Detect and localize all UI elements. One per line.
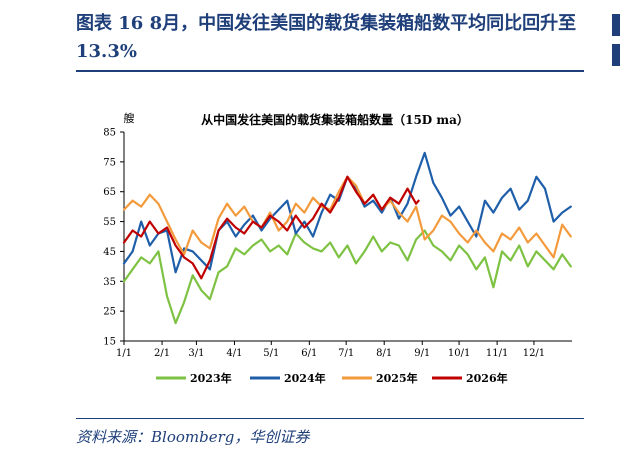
x-axis: 1/1 2/1 3/1 4/1 5/1 6/1 7/1 8/1 9/1 10/1 11/1 12/1 xyxy=(116,340,572,359)
title-rule xyxy=(76,70,584,72)
y-axis: 15 25 35 45 55 65 75 85 xyxy=(103,128,125,348)
y-tick-label: 25 xyxy=(103,307,116,318)
figure-title: 图表 16 8月，中国发往美国的载货集装箱船数平均同比回升至 13.3% xyxy=(76,13,577,62)
y-tick-label: 75 xyxy=(103,157,116,168)
x-tick-label: 6/1 xyxy=(301,348,317,359)
x-tick-label: 1/1 xyxy=(116,348,132,359)
x-tick-label: 11/1 xyxy=(486,348,508,359)
source-rule xyxy=(76,418,584,419)
adjacent-column-edge xyxy=(612,44,620,66)
legend-label: 2026年 xyxy=(466,371,508,385)
chart-title: 从中国发往美国的载货集装箱船数量（15D ma） xyxy=(201,112,469,127)
y-tick-label: 55 xyxy=(103,217,116,228)
x-tick-label: 10/1 xyxy=(448,348,470,359)
x-tick-label: 8/1 xyxy=(376,348,392,359)
adjacent-column-edge xyxy=(612,14,620,36)
y-tick-label: 45 xyxy=(103,247,116,258)
x-tick-label: 7/1 xyxy=(338,348,354,359)
series-line-2026年 xyxy=(122,175,420,280)
y-tick-label: 85 xyxy=(103,128,116,139)
y-tick-label: 35 xyxy=(103,277,116,288)
y-tick-label: 65 xyxy=(103,187,116,198)
x-tick-label: 4/1 xyxy=(226,348,242,359)
series-layer xyxy=(122,151,572,325)
x-tick-label: 3/1 xyxy=(188,348,204,359)
legend-label: 2023年 xyxy=(190,371,232,385)
legend: 2023年 2024年 2025年 2026年 xyxy=(156,371,508,385)
legend-label: 2025年 xyxy=(376,371,418,385)
x-tick-label: 5/1 xyxy=(263,348,279,359)
series-line-2023年 xyxy=(122,229,572,325)
source-note: 资料来源：Bloomberg，华创证券 xyxy=(76,428,310,446)
x-tick-label: 9/1 xyxy=(414,348,430,359)
x-tick-label: 12/1 xyxy=(523,348,545,359)
x-tick-label: 2/1 xyxy=(154,348,170,359)
y-tick-label: 15 xyxy=(103,337,116,348)
y-axis-unit: 艘 xyxy=(124,111,135,125)
legend-label: 2024年 xyxy=(284,371,326,385)
